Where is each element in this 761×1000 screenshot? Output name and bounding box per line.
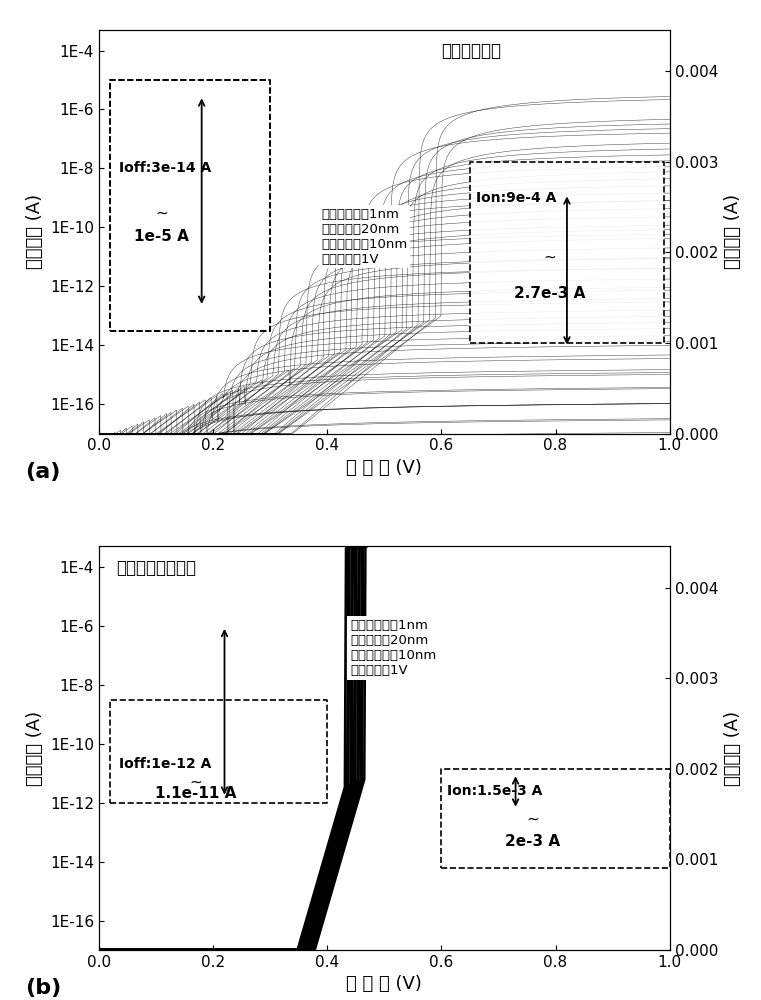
- Text: ~: ~: [189, 775, 202, 790]
- Y-axis label: 源漏电流 (A): 源漏电流 (A): [27, 711, 44, 786]
- Text: ~: ~: [527, 811, 539, 826]
- Text: 2e-3 A: 2e-3 A: [505, 834, 560, 849]
- Text: 均方根幅度＝1nm
沟道长度＝20nm
源漏区长度＝10nm
源漏电压＝1V: 均方根幅度＝1nm 沟道长度＝20nm 源漏区长度＝10nm 源漏电压＝1V: [322, 208, 408, 266]
- Text: ~: ~: [155, 206, 168, 221]
- Polygon shape: [441, 769, 670, 868]
- X-axis label: 栅 电 压 (V): 栅 电 压 (V): [346, 975, 422, 993]
- Text: ~: ~: [543, 249, 556, 264]
- Text: Ioff:3e-14 A: Ioff:3e-14 A: [119, 161, 211, 175]
- Text: (b): (b): [24, 978, 61, 998]
- Y-axis label: 源漏电流 (A): 源漏电流 (A): [27, 194, 44, 269]
- Text: 均方根幅度＝1nm
沟道长度＝20nm
源漏区长度＝10nm
源漏电压＝1V: 均方根幅度＝1nm 沟道长度＝20nm 源漏区长度＝10nm 源漏电压＝1V: [350, 619, 436, 677]
- Text: 1e-5 A: 1e-5 A: [134, 229, 189, 244]
- Y-axis label: 源漏电流 (A): 源漏电流 (A): [724, 194, 742, 269]
- Text: (a): (a): [24, 462, 60, 482]
- Polygon shape: [110, 700, 327, 803]
- Polygon shape: [110, 80, 270, 331]
- Text: 2.7e-3 A: 2.7e-3 A: [514, 286, 585, 301]
- Text: Ioff:1e-12 A: Ioff:1e-12 A: [119, 757, 212, 771]
- Y-axis label: 源漏电流 (A): 源漏电流 (A): [724, 711, 742, 786]
- Text: 本申请的无结器件: 本申请的无结器件: [116, 559, 196, 577]
- X-axis label: 栅 电 压 (V): 栅 电 压 (V): [346, 459, 422, 477]
- Text: 1.1e-11 A: 1.1e-11 A: [155, 786, 237, 801]
- Text: Ion:9e-4 A: Ion:9e-4 A: [476, 191, 556, 205]
- Text: Ion:1.5e-3 A: Ion:1.5e-3 A: [447, 784, 543, 798]
- Polygon shape: [470, 162, 664, 343]
- Text: 传统无结器件: 传统无结器件: [441, 42, 501, 60]
